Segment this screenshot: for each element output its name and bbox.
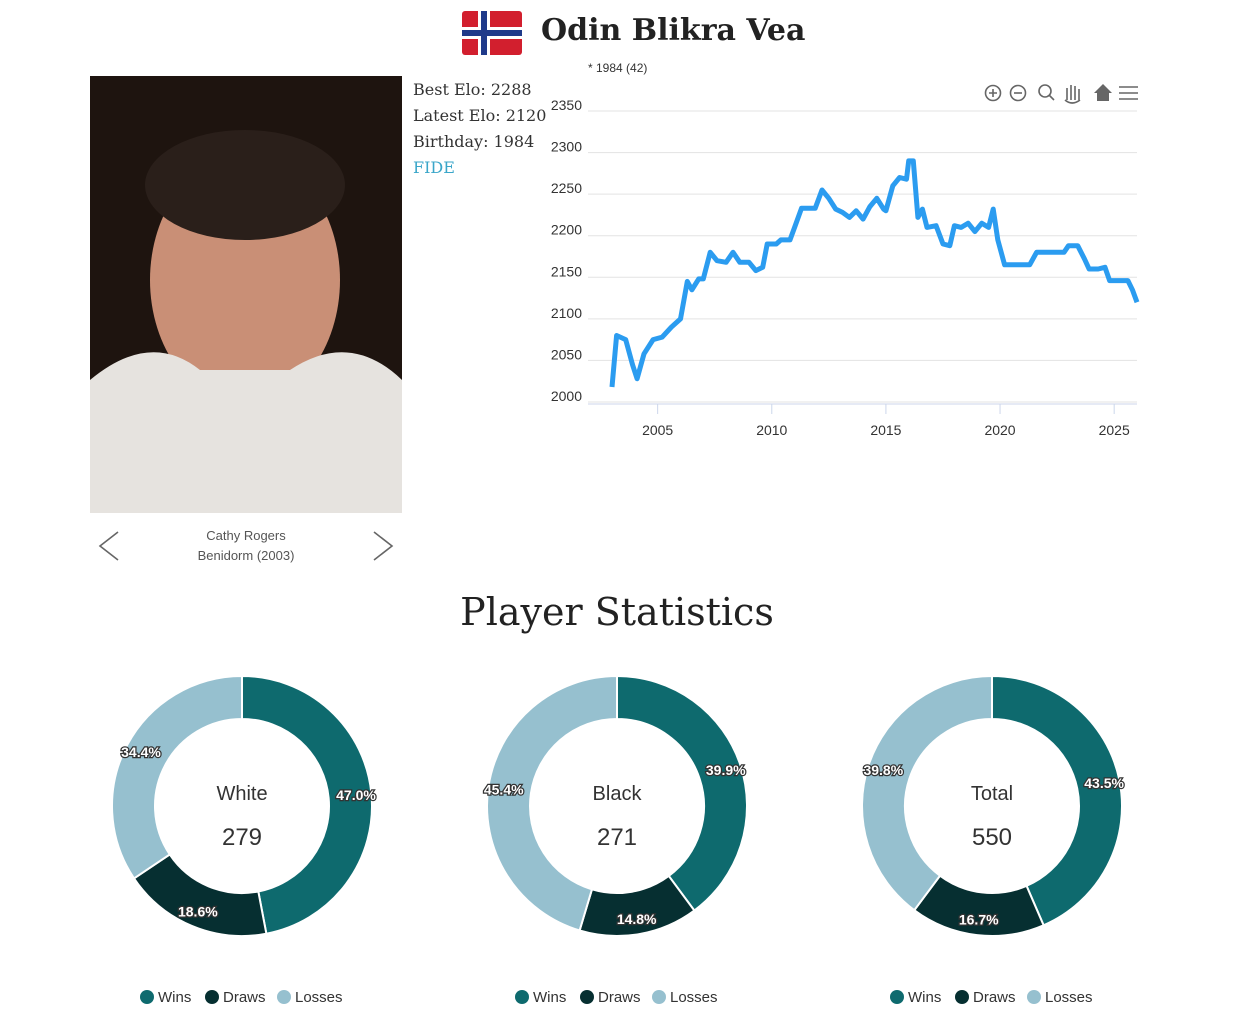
slice-label: 16.7% [959,912,999,928]
zoom-out[interactable] [1009,84,1027,102]
y-tick-label: 2250 [551,180,582,196]
pie-slice [486,674,618,932]
legend-swatch [580,990,594,1004]
legend-swatch [515,990,529,1004]
y-tick-label: 2150 [551,263,582,279]
slice-label: 34.4% [121,744,161,760]
y-tick-label: 2100 [551,305,582,321]
pie-slice [860,674,993,912]
pie-title: Black [593,783,643,805]
slice-label: 45.4% [484,781,524,797]
x-tick-label: 2010 [756,422,787,438]
pan[interactable] [1064,85,1081,104]
pie-total: 279 [222,824,262,851]
legend-swatch [652,990,666,1004]
x-tick-label: 2015 [870,422,901,438]
legend-label[interactable]: Draws [973,989,1016,1006]
zoom-in[interactable] [984,84,1002,102]
legend-swatch [277,990,291,1004]
photo-credit: Cathy Rogers [206,528,286,543]
y-tick-label: 2200 [551,222,582,238]
slice-label: 43.5% [1084,775,1124,791]
legend-label[interactable]: Losses [1045,989,1093,1006]
slice-label: 14.8% [617,911,657,927]
legend-label[interactable]: Draws [598,989,641,1006]
section-title: Player Statistics [460,590,774,634]
y-tick-label: 2000 [551,388,582,404]
pie-slice [241,674,373,935]
reset[interactable] [1094,84,1112,101]
y-tick-label: 2050 [551,346,582,362]
legend-label[interactable]: Wins [908,989,941,1006]
fide-link[interactable]: FIDE [413,158,455,177]
legend-label[interactable]: Losses [295,989,343,1006]
slice-label: 47.0% [336,787,376,803]
pie-title: White [216,783,267,805]
prev-photo[interactable] [98,531,119,561]
legend-label[interactable]: Wins [158,989,191,1006]
pie-slice [616,674,748,912]
slice-label: 39.9% [706,762,746,778]
y-tick-label: 2350 [551,97,582,113]
pie-slice [991,674,1123,927]
legend-label[interactable]: Draws [223,989,266,1006]
legend-swatch [955,990,969,1004]
legend-label[interactable]: Losses [670,989,718,1006]
chart-subtitle: * 1984 (42) [588,61,647,75]
x-tick-label: 2005 [642,422,673,438]
player-photo [90,76,402,513]
pie-total: 271 [597,824,637,851]
legend-swatch [205,990,219,1004]
legend-label[interactable]: Wins [533,989,566,1006]
birthday: Birthday: 1984 [413,132,534,151]
latest-elo: Latest Elo: 2120 [413,106,546,125]
pie-slice [111,674,243,880]
next-photo[interactable] [373,531,394,561]
y-tick-label: 2300 [551,139,582,155]
selection-zoom[interactable] [1038,84,1055,101]
menu[interactable] [1119,86,1138,100]
player-name: Odin Blikra Vea [541,13,805,48]
legend-swatch [890,990,904,1004]
slice-label: 39.8% [863,762,903,778]
slice-label: 18.6% [178,904,218,920]
pie-title: Total [971,783,1013,805]
legend-swatch [1027,990,1041,1004]
elo-line [609,158,1140,388]
best-elo: Best Elo: 2288 [413,80,532,99]
pie-slice [132,853,268,937]
pie-total: 550 [972,824,1012,851]
photo-caption: Benidorm (2003) [198,548,295,563]
x-tick-label: 2025 [1099,422,1130,438]
flag [462,11,522,55]
chart-toolbar [984,84,1138,104]
x-tick-label: 2020 [984,422,1015,438]
legend-swatch [140,990,154,1004]
